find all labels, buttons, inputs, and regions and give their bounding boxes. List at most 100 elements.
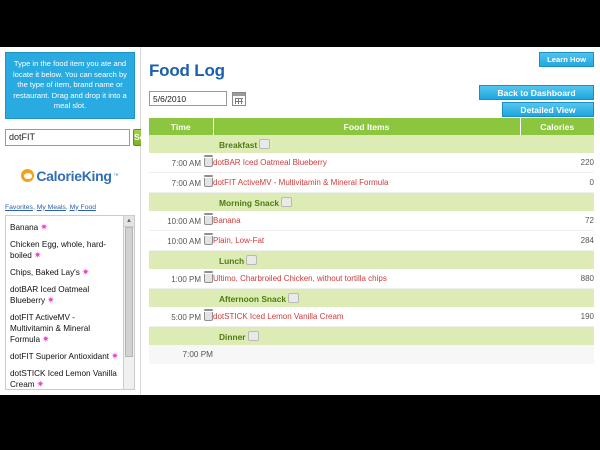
meal-drop-target-icon[interactable]	[246, 254, 258, 265]
detailed-view-button[interactable]: Detailed View	[502, 102, 594, 117]
row-food-name[interactable]: dotBAR Iced Oatmeal Blueberry	[213, 153, 520, 173]
meal-label: Breakfast	[219, 140, 258, 150]
date-input[interactable]	[149, 91, 227, 106]
favorite-star-icon[interactable]: ✷	[81, 266, 90, 277]
link-my-food[interactable]: My Food	[69, 203, 97, 211]
list-item[interactable]: Chips, Baked Lay's ✷	[10, 267, 120, 278]
meal-section-header[interactable]: Morning Snack	[149, 192, 594, 211]
list-item[interactable]: Chicken Egg, whole, hard-boiled ✷	[10, 239, 120, 261]
table-row[interactable]: 7:00 AM dotFIT ActiveMV - Multivitamin &…	[149, 172, 594, 193]
list-item[interactable]: Banana ✷	[10, 222, 120, 233]
food-list: Banana ✷ Chicken Egg, whole, hard-boiled ✷…	[6, 216, 134, 389]
meal-spacer	[149, 288, 213, 307]
food-item-label: dotFIT Superior Antioxidant	[10, 351, 110, 361]
calorieking-logo: CalorieKing ™	[5, 157, 135, 194]
row-time: 7:00 AM	[171, 158, 201, 168]
meal-label: Dinner	[219, 332, 246, 342]
back-to-dashboard-button[interactable]: Back to Dashboard	[479, 85, 594, 100]
search-input[interactable]	[5, 128, 130, 146]
calorieking-crown-icon	[21, 169, 35, 182]
food-search-row: Search	[5, 128, 164, 146]
row-calories: 72	[520, 211, 594, 231]
scrollbar-thumb[interactable]	[125, 226, 133, 357]
row-calories: 284	[520, 230, 594, 251]
learn-how-button[interactable]: Learn How	[539, 52, 594, 67]
row-food-name[interactable]: Banana	[213, 211, 520, 231]
meal-drop-target-icon[interactable]	[247, 330, 259, 341]
food-item-label: dotBAR Iced Oatmeal Blueberry	[10, 284, 90, 305]
sidebar: Type in the food item you ate and locate…	[0, 47, 164, 395]
row-time-cell: 7:00 PM	[149, 345, 213, 364]
favorite-star-icon[interactable]: ✷	[42, 333, 50, 344]
meal-label: Morning Snack	[219, 198, 280, 208]
food-list-panel: Banana ✷ Chicken Egg, whole, hard-boiled ✷…	[5, 214, 135, 390]
row-time-cell: 10:00 AM	[149, 230, 213, 251]
row-time: 7:00 AM	[171, 178, 201, 188]
meal-label: Lunch	[219, 256, 245, 266]
row-calories: 880	[520, 269, 594, 289]
row-food-name[interactable]: dotFIT ActiveMV - Multivitamin & Mineral…	[213, 172, 520, 193]
row-calories	[520, 345, 594, 364]
row-food-name[interactable]: dotSTICK Iced Lemon Vanilla Cream	[213, 307, 520, 327]
meal-spacer	[149, 250, 213, 269]
table-row[interactable]: 10:00 AM Banana 72	[149, 211, 594, 231]
table-row[interactable]: 7:00 AM dotBAR Iced Oatmeal Blueberry 22…	[149, 153, 594, 173]
scroll-up-arrow-icon[interactable]: ▲	[124, 215, 134, 227]
page-title: Food Log	[149, 61, 225, 80]
food-item-label: Chips, Baked Lay's	[10, 267, 80, 277]
meal-drop-target-icon[interactable]	[288, 292, 300, 303]
row-food-name[interactable]: Ultimo, Charbroiled Chicken, without tor…	[213, 269, 520, 289]
date-selector-row	[149, 91, 594, 106]
meal-drop-target-icon[interactable]	[281, 196, 293, 207]
meal-spacer	[149, 192, 213, 211]
row-time-cell: 5:00 PM	[149, 307, 213, 327]
favorite-star-icon[interactable]: ✷	[36, 378, 45, 389]
meal-section-header[interactable]: Afternoon Snack	[149, 288, 594, 307]
meal-section-header[interactable]: Lunch	[149, 250, 594, 269]
table-row[interactable]: 5:00 PM dotSTICK Iced Lemon Vanilla Crea…	[149, 307, 594, 327]
food-item-label: dotFIT ActiveMV - Multivitamin & Mineral…	[10, 312, 91, 344]
food-source-links: Favorites, My Meals, My Food	[5, 204, 135, 211]
row-food-name[interactable]	[213, 345, 520, 364]
favorite-star-icon[interactable]: ✷	[40, 221, 48, 232]
food-list-scrollbar[interactable]: ▲	[123, 215, 134, 389]
food-item-label: Chicken Egg, whole, hard-boiled	[10, 239, 107, 260]
meal-drop-target-icon[interactable]	[259, 138, 271, 149]
link-my-meals[interactable]: My Meals	[36, 203, 66, 211]
meal-section-header[interactable]: Breakfast	[149, 135, 594, 153]
delete-icon[interactable]	[203, 174, 213, 187]
delete-icon[interactable]	[203, 270, 213, 283]
row-time-cell: 10:00 AM	[149, 211, 213, 231]
list-item[interactable]: dotBAR Iced Oatmeal Blueberry ✷	[10, 284, 120, 306]
delete-icon[interactable]	[203, 308, 213, 321]
delete-icon[interactable]	[203, 232, 213, 245]
row-time: 10:00 AM	[167, 236, 201, 246]
link-sep-1: ,	[32, 203, 37, 211]
row-time: 10:00 AM	[167, 216, 201, 226]
link-favorites[interactable]: Favorites	[5, 203, 33, 211]
list-item[interactable]: dotFIT Superior Antioxidant ✷	[10, 351, 120, 362]
row-calories: 220	[520, 153, 594, 173]
table-row-empty[interactable]: 7:00 PM	[149, 345, 594, 364]
meal-spacer	[149, 326, 213, 345]
meal-spacer	[149, 135, 213, 153]
list-item[interactable]: dotSTICK Iced Lemon Vanilla Cream ✷	[10, 368, 120, 389]
column-header-time: Time	[149, 118, 214, 135]
favorite-star-icon[interactable]: ✷	[33, 249, 42, 260]
main-panel: Learn How Food Log Back to Dashboard Det…	[141, 47, 600, 395]
delete-icon[interactable]	[203, 212, 213, 225]
table-row[interactable]: 10:00 AM Plain, Low-Fat 284	[149, 230, 594, 251]
meal-title-cell: Lunch	[213, 250, 594, 269]
link-sep-2: ,	[65, 203, 70, 211]
row-food-name[interactable]: Plain, Low-Fat	[213, 230, 520, 251]
table-row[interactable]: 1:00 PM Ultimo, Charbroiled Chicken, wit…	[149, 269, 594, 289]
meal-section-header[interactable]: Dinner	[149, 326, 594, 345]
favorite-star-icon[interactable]: ✷	[47, 294, 55, 305]
row-calories: 0	[520, 172, 594, 193]
meal-title-cell: Morning Snack	[213, 192, 594, 211]
delete-icon[interactable]	[203, 154, 213, 167]
calendar-icon[interactable]	[232, 91, 246, 106]
favorite-star-icon[interactable]: ✷	[111, 350, 119, 361]
list-item[interactable]: dotFIT ActiveMV - Multivitamin & Mineral…	[10, 312, 120, 345]
row-time-cell: 7:00 AM	[149, 172, 213, 193]
